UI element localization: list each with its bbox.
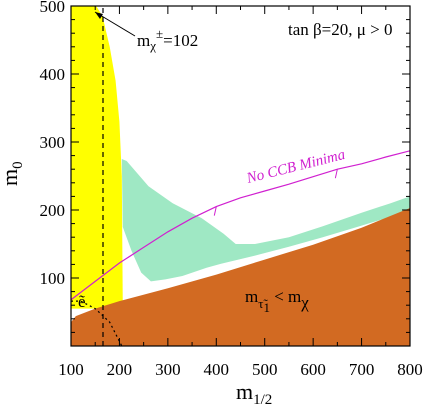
line-no-ccb-boundary <box>71 150 410 301</box>
regions-layer <box>71 6 410 346</box>
y-tick-label: 400 <box>40 65 66 84</box>
x-tick-label: 500 <box>252 360 278 379</box>
chargino-annotation: mχ±=102 <box>137 26 198 53</box>
y-tick-label: 500 <box>40 0 66 16</box>
ccb-tick-mark <box>334 169 338 179</box>
x-tick-label: 200 <box>107 360 133 379</box>
x-tick-label: 300 <box>155 360 181 379</box>
selectron-annotation: ẽ <box>78 292 86 311</box>
x-tick-label: 800 <box>397 360 423 379</box>
y-tick-label: 300 <box>40 133 66 152</box>
line-selectron-lsp <box>71 300 123 346</box>
lines-layer <box>71 6 410 346</box>
ccb-tick-mark <box>213 206 217 216</box>
x-axis-title: m1/2 <box>236 379 272 408</box>
chargino-arrowhead <box>95 12 103 19</box>
ccb-annotation: No CCB Minima <box>244 147 347 187</box>
x-tick-label: 700 <box>349 360 375 379</box>
params-annotation: tan β=20, μ > 0 <box>288 20 392 39</box>
x-tick-label: 100 <box>58 360 84 379</box>
y-tick-label: 200 <box>40 201 66 220</box>
region-stau-lsp <box>71 208 410 346</box>
y-axis-title: m0 <box>0 161 26 186</box>
stau-annotation: mτ̃1 < mχ <box>245 287 309 315</box>
ticks-layer: 100 200 300 400 500 600 700 800 100 200 300 400 500 <box>40 0 423 379</box>
x-tick-label: 600 <box>300 360 326 379</box>
region-cosmology-preferred <box>121 159 410 282</box>
x-tick-label: 400 <box>204 360 230 379</box>
y-tick-label: 100 <box>40 269 66 288</box>
region-chargino-excluded <box>71 6 123 309</box>
